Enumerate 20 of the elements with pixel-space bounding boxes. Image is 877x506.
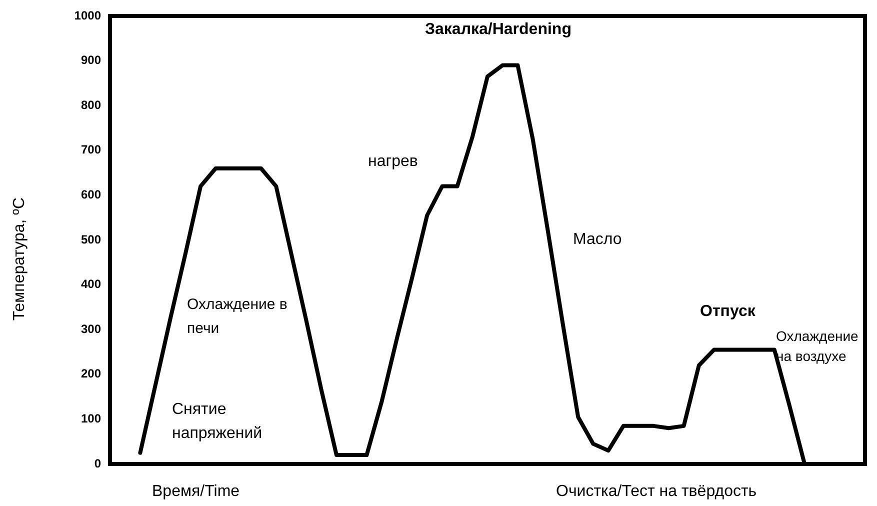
annotation: Закалка/Hardening: [425, 20, 572, 40]
y-tick-label: 1000: [74, 8, 102, 22]
y-tick-label: 800: [80, 98, 102, 112]
y-tick-label: 700: [80, 142, 102, 157]
annotation: Отпуск: [700, 302, 756, 322]
annotation: Охлаждение в печи: [187, 295, 288, 339]
text: Очистка/Тест на твёрдость: [556, 482, 758, 502]
annotation: нагрев: [368, 152, 419, 172]
y-tick-label: 100: [80, 412, 102, 426]
annotation: Масло: [573, 230, 623, 250]
y-tick-label: 400: [80, 277, 102, 292]
y-axis-title: Температура, ºC: [11, 196, 29, 323]
y-tick-label: 300: [80, 322, 102, 336]
y-tick-label: 600: [80, 188, 102, 202]
y-tick-label: 500: [80, 232, 102, 246]
y-tick-label: 0: [94, 456, 102, 470]
y-tick-label: 900: [80, 53, 102, 68]
x-axis-title: Время/Time: [152, 482, 240, 502]
annotation: Снятие напряжений: [172, 400, 264, 444]
y-tick-label: 200: [80, 366, 102, 381]
